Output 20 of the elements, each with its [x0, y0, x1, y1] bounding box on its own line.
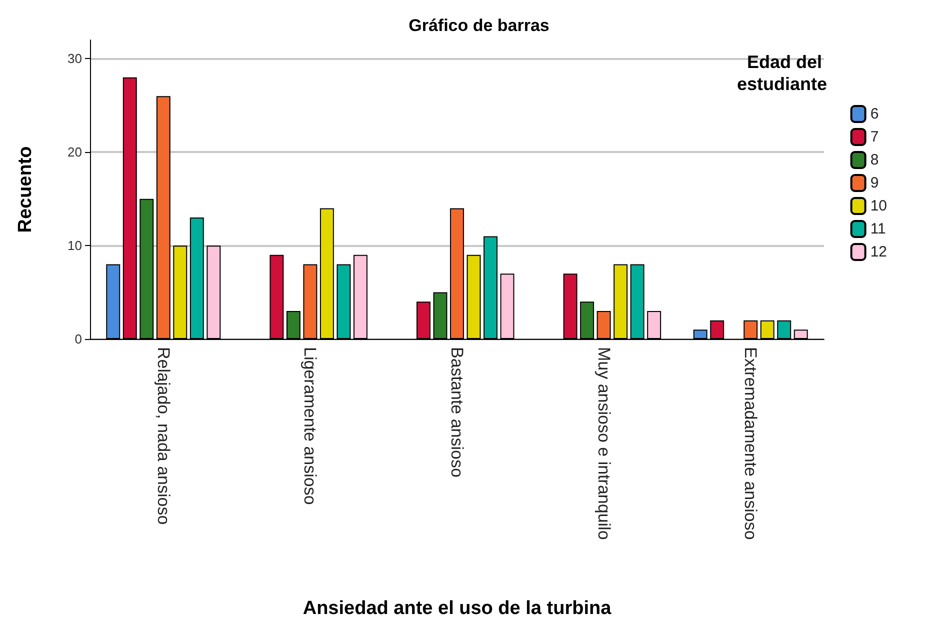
legend-label: 9 — [870, 174, 879, 192]
legend-label: 8 — [870, 152, 879, 168]
y-tick-label: 30 — [68, 51, 82, 66]
legend-label: 6 — [870, 106, 879, 122]
y-tick-label: 10 — [68, 238, 82, 254]
legend-title: Edad del estudiante — [736, 52, 827, 94]
y-tick-label: 0 — [74, 332, 82, 346]
chart-title: Gráfico de barras — [408, 16, 550, 35]
x-axis-title: Ansiedad ante el uso de la turbina — [302, 598, 612, 619]
x-tick-label: Extremadamente ansioso — [741, 347, 760, 540]
y-tick-label: 20 — [68, 144, 82, 160]
legend-label: 10 — [870, 198, 888, 214]
legend-label: 7 — [870, 128, 879, 146]
y-axis-title: Recuento — [15, 146, 36, 233]
x-tick-label: Muy ansioso e intranquilo — [594, 347, 614, 540]
x-tick-label: Relajado, nada ansioso — [154, 347, 173, 525]
x-tick-label: Bastante ansioso — [448, 347, 466, 478]
legend-label: 12 — [870, 244, 888, 260]
legend-label: 11 — [870, 220, 886, 238]
x-tick-label: Ligeramente ansioso — [300, 347, 320, 505]
